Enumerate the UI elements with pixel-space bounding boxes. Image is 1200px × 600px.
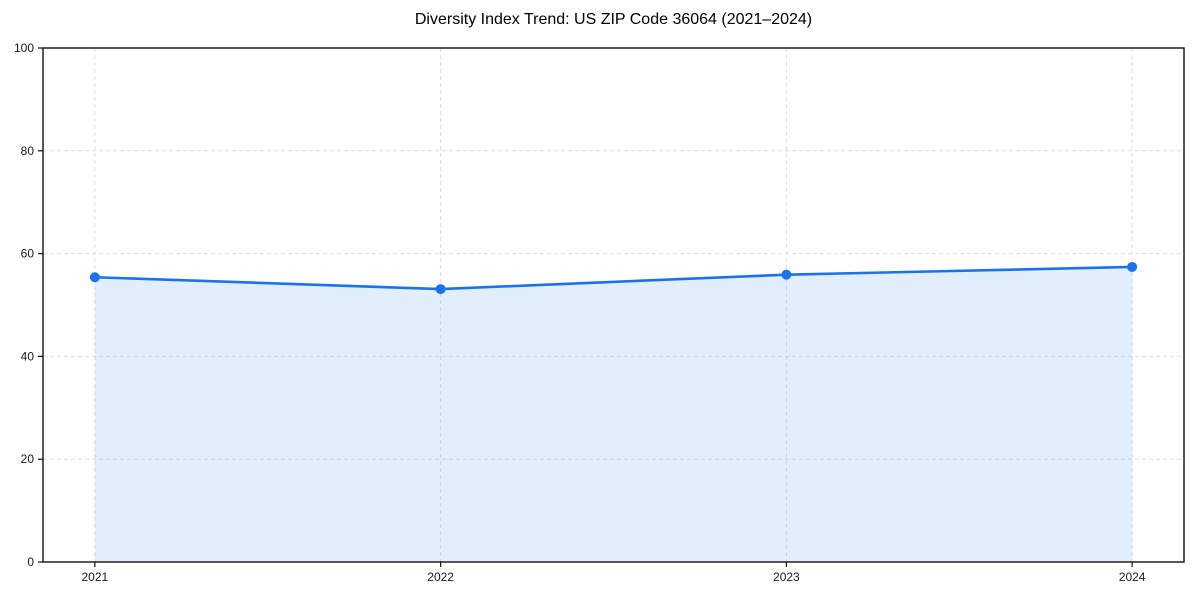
y-tick-label: 100	[14, 41, 34, 55]
data-point-2023	[781, 269, 792, 280]
area-fill	[94, 266, 1133, 562]
y-tick-label: 20	[21, 452, 35, 466]
data-point-2021	[89, 272, 100, 283]
data-point-2024	[1127, 261, 1138, 272]
x-tick-label: 2023	[773, 570, 800, 584]
y-tick-label: 0	[27, 555, 34, 569]
trend-line	[93, 265, 1134, 291]
x-tick-label: 2024	[1119, 570, 1146, 584]
y-tick-label: 80	[21, 144, 35, 158]
plot-border	[42, 47, 1185, 563]
x-tick-label: 2021	[82, 570, 109, 584]
y-tick-label: 60	[21, 247, 35, 261]
chart-title: Diversity Index Trend: US ZIP Code 36064…	[414, 11, 813, 28]
x-tick-label: 2022	[427, 570, 454, 584]
y-tick-label: 40	[21, 349, 35, 363]
data-point-2022	[435, 284, 446, 295]
